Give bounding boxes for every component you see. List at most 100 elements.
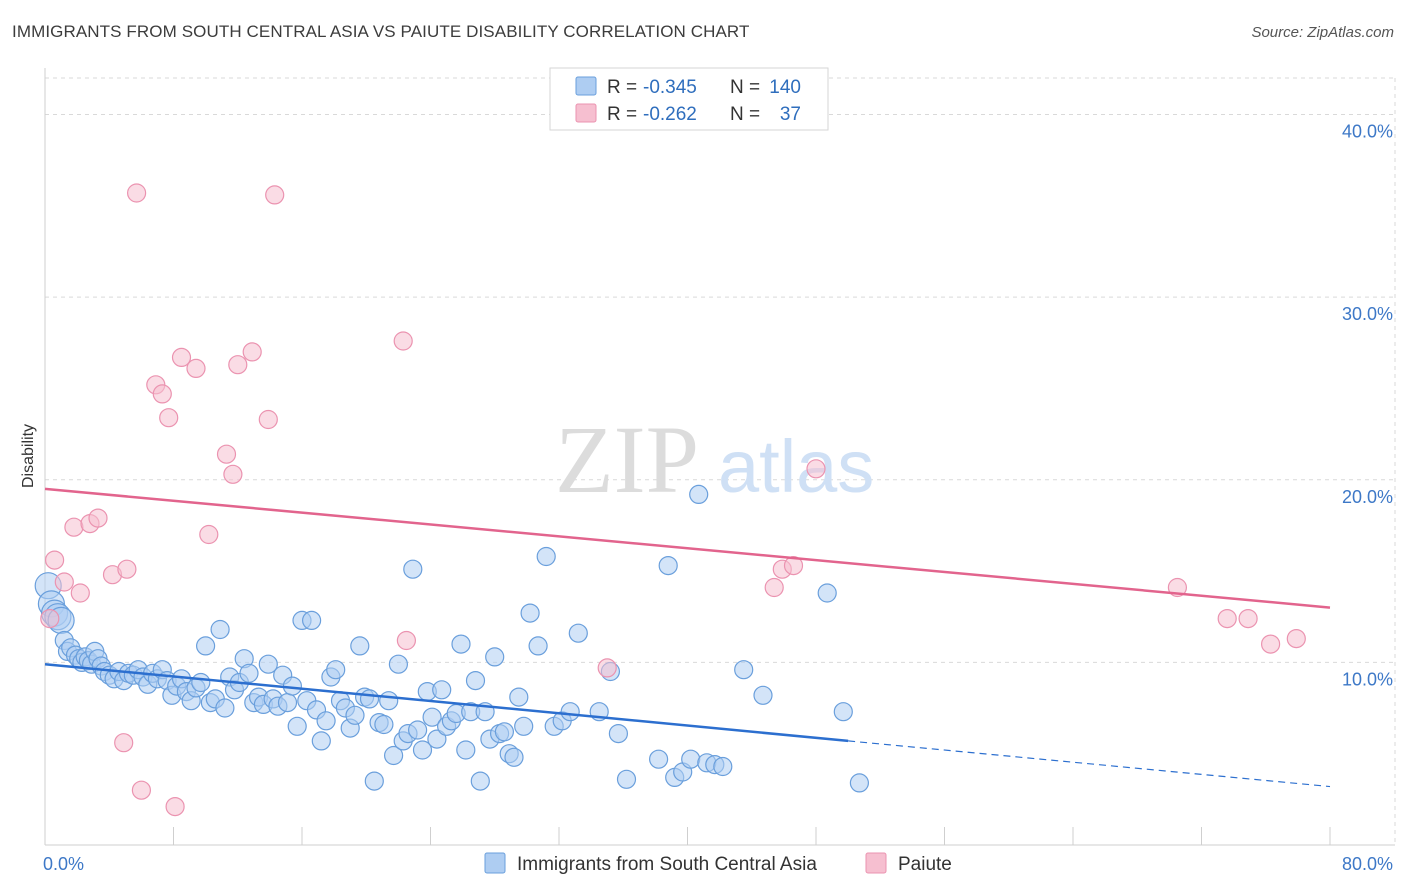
- blue-point: [568, 623, 588, 643]
- pink-point: [159, 408, 179, 428]
- blue-point: [258, 654, 278, 674]
- x-tick-labels: 0.0% 80.0%: [43, 854, 1393, 874]
- blue-point: [427, 729, 447, 749]
- axes: [44, 68, 1395, 846]
- blue-point: [817, 583, 837, 603]
- blue-point: [608, 723, 629, 744]
- pink-point: [396, 630, 416, 651]
- x-tick-label-end: 80.0%: [1342, 854, 1393, 874]
- legend-r-label-blue: R =: [607, 77, 637, 98]
- pink-point: [44, 550, 65, 570]
- pink-point: [228, 355, 248, 375]
- pink-point: [393, 331, 413, 351]
- pink-point: [117, 559, 137, 579]
- blue-point: [456, 740, 476, 760]
- blue-point: [239, 663, 259, 683]
- blue-point: [734, 660, 754, 680]
- blue-point: [509, 687, 529, 707]
- pink-point: [783, 555, 804, 576]
- x-tick-label-start: 0.0%: [43, 854, 84, 874]
- pink-point: [70, 583, 90, 603]
- blue-trend-extension: [848, 740, 1331, 788]
- blue-point: [465, 670, 486, 691]
- blue-point: [364, 771, 384, 791]
- blue-point: [753, 685, 773, 705]
- blue-point: [350, 636, 370, 656]
- pink-point: [1260, 634, 1281, 654]
- blue-point: [388, 654, 408, 674]
- legend-swatch-blue: [575, 76, 597, 96]
- pink-point: [186, 358, 206, 378]
- blue-point: [689, 484, 709, 504]
- legend-n-label-pink: N =: [730, 104, 760, 125]
- y-tick-labels: 10.0% 20.0% 30.0% 40.0%: [1342, 122, 1393, 690]
- pink-point: [131, 780, 151, 800]
- blue-point: [713, 756, 733, 777]
- blue-point: [485, 647, 505, 667]
- blue-point: [658, 555, 678, 576]
- pink-point: [64, 517, 84, 537]
- blue-trend-line: [44, 662, 849, 743]
- series-blue-points: [34, 484, 870, 793]
- blue-point: [326, 660, 346, 680]
- pink-point: [1217, 608, 1237, 629]
- blue-point: [520, 603, 540, 623]
- pink-point: [806, 459, 826, 479]
- y-tick-label: 20.0%: [1342, 487, 1393, 507]
- pink-trend-line: [44, 487, 1331, 609]
- legend-swatch-pink: [575, 103, 597, 123]
- y-tick-label: 40.0%: [1342, 122, 1393, 142]
- blue-point: [302, 610, 322, 631]
- blue-point: [616, 769, 637, 789]
- blue-point: [379, 691, 399, 711]
- blue-point: [384, 745, 404, 766]
- pink-point: [242, 342, 262, 362]
- blue-point: [215, 698, 235, 718]
- blue-point: [374, 714, 394, 735]
- blue-point: [277, 692, 298, 713]
- blue-point: [494, 722, 514, 742]
- pink-point: [114, 733, 134, 753]
- pink-point: [152, 384, 172, 404]
- blue-point: [514, 716, 534, 736]
- trend-lines: [44, 487, 1331, 788]
- bottom-legend-swatch-blue: [484, 852, 506, 874]
- pink-point: [597, 658, 617, 678]
- y-axis-label: Disability: [20, 424, 37, 488]
- pink-point: [199, 524, 219, 545]
- series-pink-points: [40, 183, 1306, 817]
- blue-point: [648, 749, 669, 769]
- pink-point: [764, 577, 784, 598]
- watermark: ZIP atlas: [555, 406, 874, 513]
- pink-point: [54, 572, 74, 592]
- legend-r-label-pink: R =: [607, 104, 637, 125]
- blue-point: [311, 731, 331, 751]
- blue-point: [432, 680, 452, 700]
- bottom-legend-label-pink: Paiute: [898, 854, 952, 875]
- chart-title: IMMIGRANTS FROM SOUTH CENTRAL ASIA VS PA…: [12, 22, 750, 41]
- blue-point: [345, 705, 365, 725]
- y-tick-label: 10.0%: [1342, 669, 1393, 689]
- pink-point: [1286, 628, 1306, 649]
- blue-point: [412, 740, 433, 760]
- pink-point: [258, 409, 278, 430]
- legend-r-value-blue: -0.345: [643, 77, 697, 98]
- blue-point: [560, 702, 580, 722]
- pink-point: [88, 508, 108, 528]
- blue-point: [451, 634, 471, 654]
- pink-point: [223, 464, 243, 484]
- legend-n-value-blue: 140: [769, 77, 801, 98]
- blue-point: [422, 707, 442, 727]
- bottom-legend-swatch-pink: [865, 852, 887, 874]
- blue-point: [403, 559, 423, 579]
- legend-box: R = -0.345 N = 140 R = -0.262 N = 37: [549, 67, 829, 131]
- blue-point: [536, 546, 556, 567]
- legend-n-label-blue: N =: [730, 77, 760, 98]
- blue-point: [316, 711, 336, 731]
- blue-point: [833, 702, 853, 722]
- blue-point: [359, 689, 380, 709]
- blue-point: [191, 672, 211, 693]
- watermark-zip: ZIP: [555, 406, 699, 513]
- blue-point: [681, 749, 701, 769]
